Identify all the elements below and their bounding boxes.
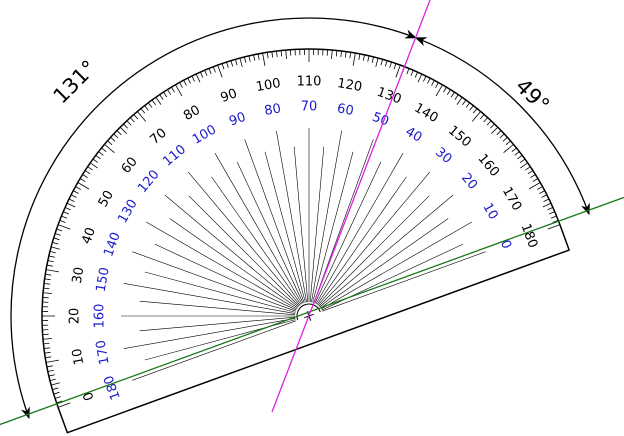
- angle-label: 49°: [511, 74, 554, 117]
- outer-scale-label: 90: [219, 86, 240, 106]
- degree-tick: [550, 215, 557, 219]
- outer-scale-label: 80: [181, 103, 203, 124]
- inner-scale-label: 40: [403, 124, 425, 145]
- inner-scale-label: 150: [94, 266, 113, 293]
- degree-tick: [552, 219, 559, 223]
- outer-scale-label: 120: [336, 76, 363, 95]
- angle-arc-right: [414, 37, 590, 216]
- inner-scale-label: 10: [479, 201, 500, 223]
- outer-scale-label: 110: [297, 75, 322, 90]
- outer-scale-label: 20: [67, 308, 82, 325]
- inner-scale-label: 160: [93, 304, 108, 329]
- inner-scale-label: 170: [94, 339, 113, 366]
- degree-tick: [547, 224, 561, 230]
- outer-scale-label: 50: [96, 188, 117, 210]
- inner-scale-label: 80: [263, 101, 282, 119]
- angle-arc-left: [10, 17, 417, 420]
- outer-scale-label: 100: [255, 76, 282, 95]
- inner-scale-label: 60: [336, 101, 355, 119]
- outer-scale-label: 10: [70, 347, 88, 366]
- outer-scale-label: 30: [70, 266, 88, 285]
- baseline-ray: [0, 196, 624, 426]
- inner-scale-label: 70: [301, 100, 318, 115]
- angle-ray: [271, 0, 431, 413]
- inner-scale-label: 90: [227, 110, 248, 130]
- angle-label: 131°: [49, 56, 102, 109]
- outer-scale-label: 40: [79, 226, 99, 247]
